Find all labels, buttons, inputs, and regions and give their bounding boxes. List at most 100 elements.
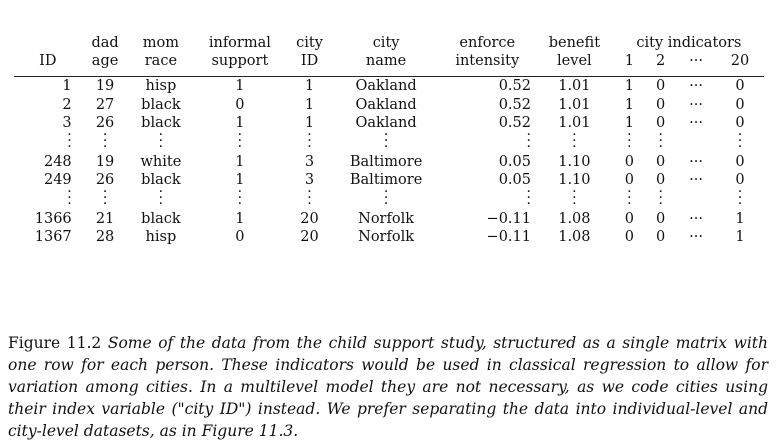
data-table-container: dad mom informal city city enforce benef… [14,34,764,247]
child-support-table: dad mom informal city city enforce benef… [14,34,764,247]
cell-informal-support: 1 [235,172,245,188]
cell-mom-race: black [141,172,181,188]
cell-city-name: Norfolk [358,229,415,245]
cell-benefit-level: 1.10 [558,172,591,188]
cell-indicator-1: 1 [624,96,635,113]
cell-indicator-20: 1 [735,229,745,245]
table-header: dad mom informal city city enforce benef… [14,34,764,77]
cell-id: 1367 [34,229,72,245]
vertical-ellipsis: · · · [237,126,243,155]
vertical-ellipsis: · · · [627,183,632,212]
header-ind-dots: ··· [689,53,703,69]
cell-city-name: Baltimore [349,153,423,170]
cell-indicator-dots: ··· [689,115,703,131]
cell-informal-support: 1 [235,210,245,227]
cell-benefit-level: 1.01 [558,96,591,113]
cell-indicator-1: 1 [624,115,635,131]
header-age: age [91,53,119,69]
header-top-city-name: city [372,35,400,51]
cell-indicator-1: 0 [624,153,635,170]
cell-dad-age: 19 [95,78,115,94]
vertical-ellipsis: · · · [658,126,663,155]
cell-enforce-intensity: 0.52 [498,96,531,113]
cell-indicator-dots: ··· [689,229,703,245]
cell-id: 1 [62,78,72,94]
cell-dad-age: 26 [95,115,115,131]
vertical-ellipsis: · · · [383,183,389,212]
cell-dad-age: 28 [95,229,115,245]
cell-indicator-1: 1 [624,78,635,94]
vertical-ellipsis: · · · [658,183,663,212]
cell-city-name: Norfolk [358,210,415,227]
cell-indicator-20: 0 [735,153,745,170]
cell-mom-race: white [140,153,182,170]
vertical-ellipsis: · · · [737,183,743,212]
vertical-ellipsis: · · · [102,183,108,212]
figure-caption: Figure 11.2 Some of the data from the ch… [8,332,768,442]
cell-informal-support: 0 [235,229,245,245]
cell-indicator-20: 0 [735,78,745,94]
vertical-ellipsis: · · · [627,126,632,155]
cell-id: 1366 [34,210,72,227]
cell-indicator-20: 1 [735,210,745,227]
cell-dad-age: 26 [95,172,115,188]
cell-mom-race: hisp [145,78,177,94]
cell-indicator-20: 0 [735,96,745,113]
cell-dad-age: 19 [95,153,115,170]
cell-id: 2 [62,96,72,113]
caption-text: Some of the data from the child support … [8,333,768,440]
cell-indicator-dots: ··· [689,96,703,113]
cell-indicator-2: 0 [656,229,666,245]
header-top-id [14,34,82,52]
table-row: 3 26 black 1 1 Oakland 0.52 1.01 1 0 ··· 0 [14,114,764,133]
cell-benefit-level: 1.08 [558,229,591,245]
header-top-city: city [296,35,323,51]
cell-city-id: 1 [304,96,315,113]
vertical-ellipsis: · · · [572,183,577,212]
cell-city-id: 1 [304,115,315,131]
table-row: 249 26 black 1 3 Baltimore 0.05 1.10 0 0 ··· 0 [14,171,764,190]
cell-indicator-2: 0 [656,78,666,94]
table-body: 1 19 hisp 1 1 Oakland 0.52 1.01 1 0 ··· 0 2 27 black 0 1… [14,77,764,247]
vertical-ellipsis: · · · [526,126,531,155]
cell-id: 3 [62,115,72,131]
cell-city-id: 3 [304,153,315,170]
cell-informal-support: 0 [235,96,245,113]
cell-benefit-level: 1.01 [558,115,591,131]
cell-city-name: Oakland [355,78,417,94]
cell-indicator-1: 0 [624,172,635,188]
header-intensity: intensity [455,53,520,69]
header-top-benefit: benefit [548,35,601,51]
cell-city-id: 3 [304,172,315,188]
vertical-ellipsis: · · · [307,126,312,155]
cell-enforce-intensity: −0.11 [486,210,531,227]
cell-indicator-2: 0 [656,210,666,227]
vertical-ellipsis: · · · [237,183,243,212]
header-ind-2: 2 [656,53,666,69]
cell-indicator-2: 0 [656,96,666,113]
cell-dad-age: 27 [95,96,115,113]
vertical-ellipsis: · · · [737,126,743,155]
table-row: 1366 21 black 1 20 Norfolk −0.11 1.08 0 0 ··· 1 [14,210,764,229]
vertical-ellipsis: · · · [383,126,389,155]
header-name: name [365,53,407,69]
cell-enforce-intensity: 0.05 [498,153,531,170]
vertical-ellipsis: · · · [307,183,312,212]
header-top-enforce: enforce [459,35,516,51]
cell-indicator-20: 0 [735,115,745,131]
cell-indicator-dots: ··· [689,210,703,227]
cell-city-id: 20 [300,229,319,245]
table-row: 1367 28 hisp 0 20 Norfolk −0.11 1.08 0 0 ··· 1 [14,228,764,247]
cell-id: 248 [43,153,72,170]
cell-indicator-1: 0 [624,229,635,245]
table-row: 1 19 hisp 1 1 Oakland 0.52 1.01 1 0 ··· 0 [14,77,764,96]
header-top-informal: informal [208,35,271,51]
cell-city-name: Oakland [355,96,417,113]
cell-informal-support: 1 [235,78,245,94]
ellipsis-row: · · · · · · · · · · · · · · · · · · · · · · · · · · · · · · · · · [14,126,764,155]
header-ind-1: 1 [624,53,635,69]
header-city-indicators: city indicators [636,35,742,51]
cell-informal-support: 1 [235,115,245,131]
cell-informal-support: 1 [235,153,245,170]
caption-label: Figure 11.2 [8,333,102,352]
